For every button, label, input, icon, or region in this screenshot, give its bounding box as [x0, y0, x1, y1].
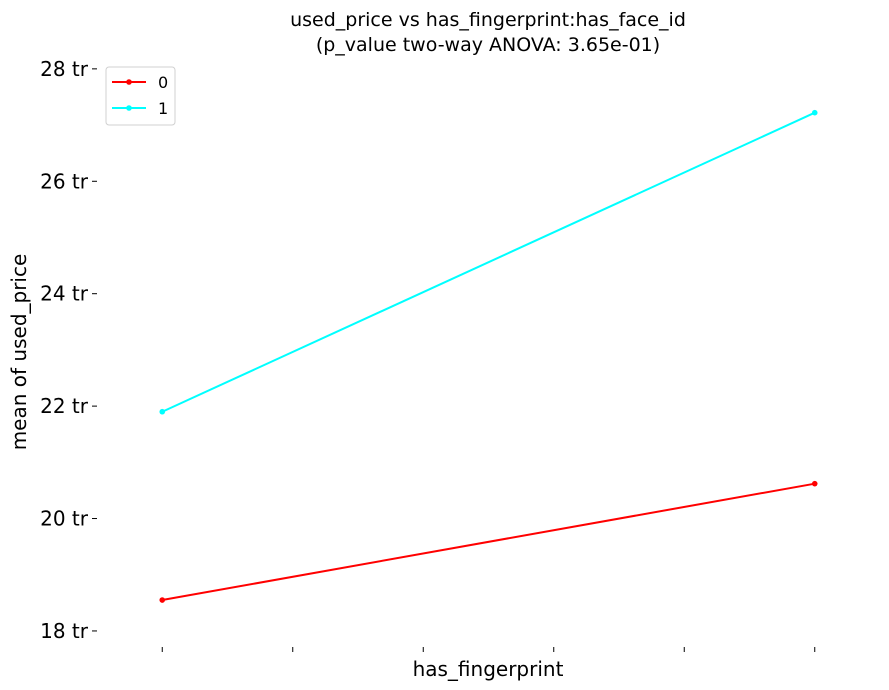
series-line-1	[161, 111, 816, 413]
x-axis-label: has_fingerprint	[413, 657, 564, 681]
y-tick-label: 18 tr	[40, 619, 89, 643]
legend-marker-1	[126, 105, 132, 111]
legend-marker-0	[126, 79, 132, 85]
legend: 01	[105, 66, 176, 126]
y-tick-label: 22 tr	[40, 394, 89, 418]
y-axis-label: mean of used_price	[7, 254, 31, 451]
y-axis: 18 tr 20 tr 22 tr 24 tr 26 tr 28 tr	[40, 57, 97, 643]
data-point	[811, 109, 818, 116]
series-layer	[159, 109, 818, 603]
legend-label-1: 1	[158, 99, 168, 118]
y-tick-label: 24 tr	[40, 282, 89, 306]
x-axis	[161, 647, 816, 652]
data-point	[159, 408, 166, 415]
data-point	[811, 480, 818, 487]
y-tick-label: 26 tr	[40, 169, 89, 193]
chart-subtitle: (p_value two-way ANOVA: 3.65e-01)	[316, 34, 660, 56]
y-tick-label: 28 tr	[40, 57, 89, 81]
data-point	[159, 597, 166, 603]
y-tick-label: 20 tr	[40, 507, 89, 531]
legend-label-0: 0	[158, 73, 168, 92]
series-line-0	[162, 482, 815, 602]
chart-title: used_price vs has_fingerprint:has_face_i…	[290, 9, 686, 31]
